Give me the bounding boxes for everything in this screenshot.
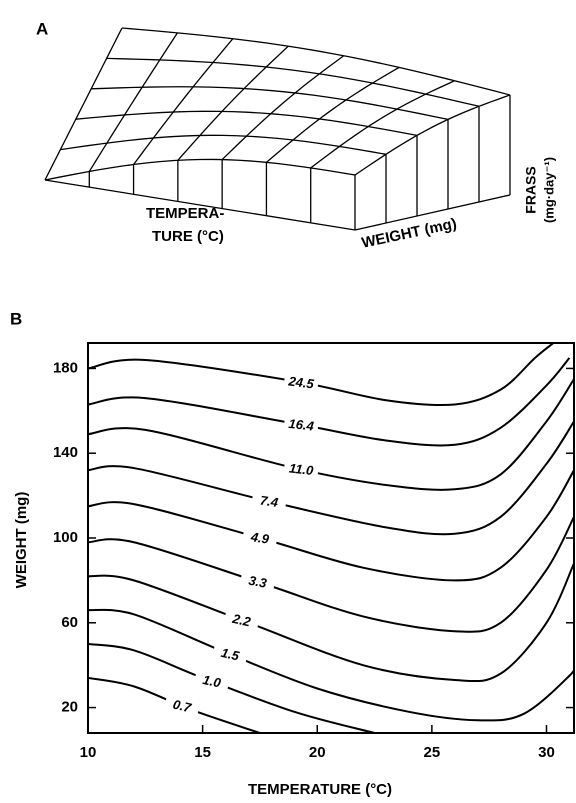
contour-label-group: 24.5 (283, 372, 320, 393)
surface-wire (88, 32, 178, 172)
surface-wire (121, 27, 511, 96)
contour-label: 24.5 (287, 373, 316, 391)
label-background (283, 372, 320, 393)
contour-line (88, 469, 574, 582)
contour-label: 1.0 (201, 672, 223, 691)
contour-label-group: 16.4 (283, 415, 319, 435)
surface-wire (60, 134, 387, 155)
contour-label: 16.4 (288, 416, 316, 434)
contour-label-group: 1.5 (211, 642, 249, 666)
panel-label: B (10, 309, 22, 328)
contour-line (88, 343, 554, 407)
label-background (163, 694, 201, 718)
contour-label: 11.0 (288, 460, 315, 478)
y-axis-label: WEIGHT (mg) (360, 215, 458, 252)
surface-wire (44, 27, 123, 181)
z-axis-label: (mg·day⁻¹) (541, 157, 556, 223)
x-axis-label: TURE (°C) (152, 228, 224, 245)
contour-line (88, 608, 574, 722)
y-tick-label: 60 (61, 614, 78, 631)
x-tick-label: 15 (194, 744, 211, 761)
label-background (283, 459, 319, 480)
surface-wire (354, 94, 511, 176)
contour-line (88, 563, 574, 683)
contour-label-group: 2.2 (223, 608, 260, 632)
label-background (193, 669, 231, 693)
contour-line (88, 516, 574, 633)
contour-label-group: 1.0 (193, 669, 231, 693)
surface-wire (133, 38, 234, 165)
contour-label-group: 7.4 (251, 491, 288, 512)
label-background (211, 642, 249, 666)
contour-line (88, 676, 261, 733)
contour-label: 0.7 (171, 697, 193, 716)
contours: 0.7 1.0 1.5 2.2 3.3 4.9 7.4 11.0 16.4 24.5 (88, 343, 574, 733)
y-tick-label: 20 (61, 699, 78, 716)
y-tick-label: 140 (53, 444, 78, 461)
surface-wire (177, 45, 289, 161)
contour-label: 1.5 (220, 645, 242, 664)
surface-wire (75, 110, 418, 137)
x-tick-label: 20 (309, 744, 326, 761)
label-background (239, 570, 276, 593)
panel-label: A (36, 19, 48, 38)
surface-wire (91, 86, 449, 121)
label-background (251, 491, 288, 512)
x-tick-label: 25 (424, 744, 441, 761)
x-tick-label: 10 (80, 744, 97, 761)
y-tick-label: 100 (53, 529, 78, 546)
label-background (241, 527, 278, 549)
contour-label-group: 0.7 (163, 694, 201, 718)
surface-wire (221, 55, 345, 161)
contour-label: 2.2 (230, 611, 253, 630)
surface-wire (44, 179, 511, 231)
x-axis-label: TEMPERA- (146, 205, 224, 222)
contour-label: 7.4 (259, 493, 280, 511)
y-tick-label: 180 (53, 359, 78, 376)
y-axis-label: WEIGHT (mg) (13, 492, 30, 589)
label-background (283, 415, 319, 435)
contour-line (88, 357, 571, 447)
surface-wire (106, 57, 480, 107)
z-axis-label: FRASS (523, 166, 539, 213)
surface-wire (310, 80, 455, 169)
contour-label: 4.9 (249, 529, 271, 547)
contour-label: 3.3 (247, 573, 268, 591)
surface-wire (44, 158, 356, 181)
contour-label-group: 11.0 (283, 459, 319, 480)
contour-line (88, 378, 574, 491)
contour-line (88, 420, 574, 536)
surface-wire (266, 66, 400, 163)
x-tick-label: 30 (538, 744, 555, 761)
contour-label-group: 4.9 (241, 527, 278, 549)
label-background (223, 608, 260, 632)
contour-label-group: 3.3 (239, 570, 276, 593)
x-axis-label: TEMPERATURE (°C) (248, 781, 392, 798)
